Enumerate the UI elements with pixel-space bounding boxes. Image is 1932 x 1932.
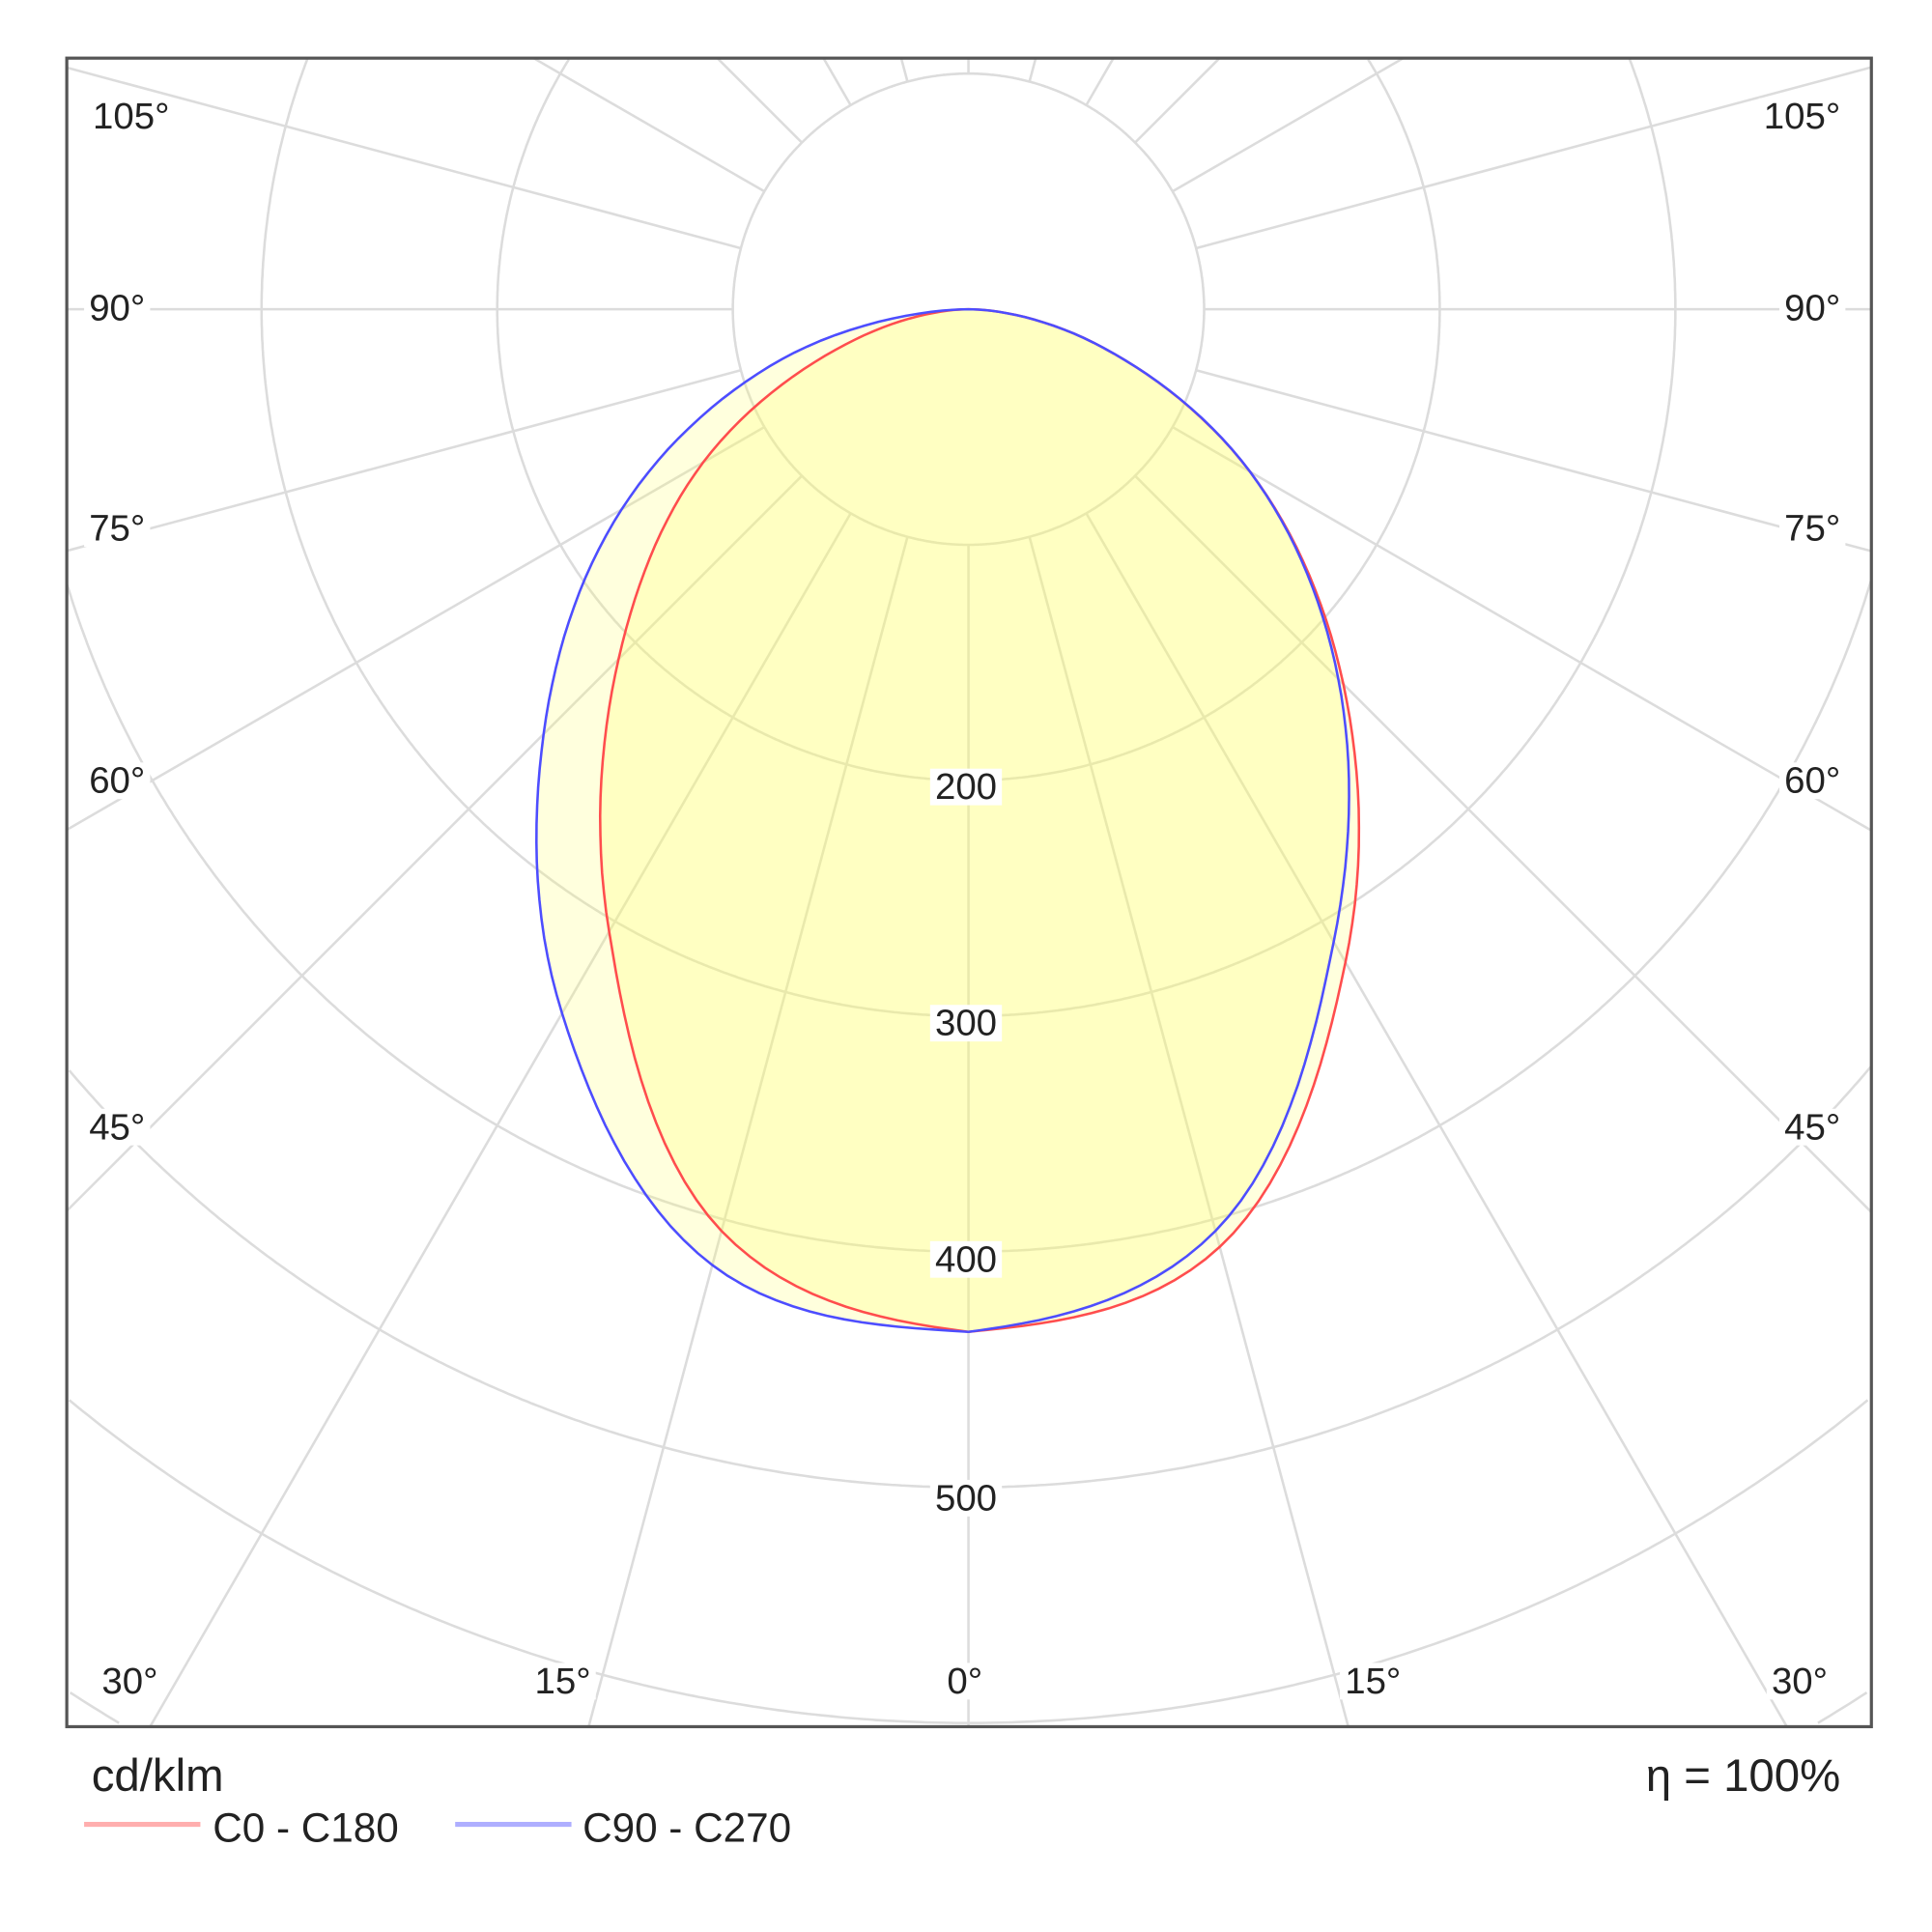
grid-spoke-left-75 xyxy=(67,368,742,553)
angle-label-left-75: 75° xyxy=(89,508,145,550)
grid-labels: 200 300 400 500 105° 90° 75° 60° 45° 105… xyxy=(84,96,1846,1702)
intensity-curves xyxy=(535,307,1361,1334)
label-halo xyxy=(1779,1108,1846,1146)
label-halo xyxy=(929,1240,1003,1278)
label-halo xyxy=(1340,1662,1406,1700)
radial-label-300: 300 xyxy=(935,1003,997,1044)
grid-spoke-right-75 xyxy=(1195,368,1872,553)
angle-label-right-90: 90° xyxy=(1784,288,1840,329)
plot-frame xyxy=(65,56,1873,1729)
fill-c0-c180 xyxy=(600,309,1359,1332)
angle-label-left-60: 60° xyxy=(89,760,145,802)
label-halo xyxy=(1779,510,1846,547)
angle-label-left-45: 45° xyxy=(89,1106,145,1148)
angle-label-right-75: 75° xyxy=(1784,508,1840,550)
grid-spoke-right-105 xyxy=(1195,66,1872,250)
radial-label-200: 200 xyxy=(935,766,997,808)
fill-c90-c270 xyxy=(536,309,1350,1332)
grid-spoke-right-45 xyxy=(1134,474,1872,1213)
label-halo xyxy=(87,98,175,135)
legend-label-c0-c180: C0 - C180 xyxy=(213,1805,399,1851)
grid-spoke-right-135 xyxy=(1134,58,1221,144)
angle-label-left-90: 90° xyxy=(89,288,145,329)
label-halo xyxy=(1766,1662,1833,1700)
grid-spoke-left-150 xyxy=(822,58,852,106)
angle-label-bottom-0: 0° xyxy=(947,1661,982,1702)
label-halo xyxy=(84,510,151,547)
grid-spoke-right-165 xyxy=(1028,58,1037,82)
angle-label-right-60: 60° xyxy=(1784,760,1840,802)
label-halo xyxy=(929,1479,1003,1517)
unit-label: cd/klm xyxy=(92,1750,224,1802)
radial-label-400: 400 xyxy=(935,1238,997,1280)
legend: C0 - C180 C90 - C270 xyxy=(84,1805,791,1851)
grid-spoke-left-30 xyxy=(149,512,852,1727)
grid-spoke-right-120 xyxy=(1172,58,1405,193)
angle-label-right-45: 45° xyxy=(1784,1106,1840,1148)
angle-label-left-105: 105° xyxy=(93,96,169,137)
grid-spoke-right-150 xyxy=(1085,58,1115,106)
grid-spoke-left-105 xyxy=(67,66,742,250)
grid-spoke-right-30 xyxy=(1085,512,1788,1727)
label-halo xyxy=(529,1662,596,1700)
label-halo xyxy=(1779,290,1846,327)
label-halo xyxy=(1758,98,1846,135)
label-halo xyxy=(84,290,151,327)
grid-spoke-right-60 xyxy=(1172,425,1872,832)
angle-label-bottom-15-left: 15° xyxy=(535,1661,591,1702)
series-line-c90-c270 xyxy=(535,307,1350,1334)
label-halo xyxy=(942,1662,988,1700)
grid-circle-300 xyxy=(260,58,1677,1018)
grid-spoke-left-120 xyxy=(532,58,765,193)
angle-label-right-105: 105° xyxy=(1764,96,1840,137)
angle-label-bottom-30-right: 30° xyxy=(1772,1661,1828,1702)
grid-spoke-left-135 xyxy=(716,58,803,144)
grid-circle-700 xyxy=(69,1691,1868,1724)
angle-label-bottom-30-left: 30° xyxy=(101,1661,157,1702)
grid-spoke-left-60 xyxy=(67,425,765,832)
grid-spoke-left-45 xyxy=(67,474,803,1212)
label-halo xyxy=(929,768,1003,806)
radial-label-500: 500 xyxy=(935,1477,997,1519)
grid-circle-200 xyxy=(496,58,1441,782)
label-halo xyxy=(84,762,151,800)
grid-spoke-right-15 xyxy=(1028,536,1350,1727)
grid-spoke-left-15 xyxy=(587,536,909,1727)
label-halo xyxy=(929,1005,1003,1042)
polar-grid xyxy=(67,58,1872,1727)
grid-spoke-left-165 xyxy=(899,58,909,82)
label-halo xyxy=(84,1108,151,1146)
label-halo xyxy=(97,1662,163,1700)
angle-label-bottom-15-right: 15° xyxy=(1345,1661,1401,1702)
legend-label-c90-c270: C90 - C270 xyxy=(582,1805,791,1851)
label-halo xyxy=(1779,762,1846,800)
efficiency-label: η = 100% xyxy=(1646,1750,1840,1802)
